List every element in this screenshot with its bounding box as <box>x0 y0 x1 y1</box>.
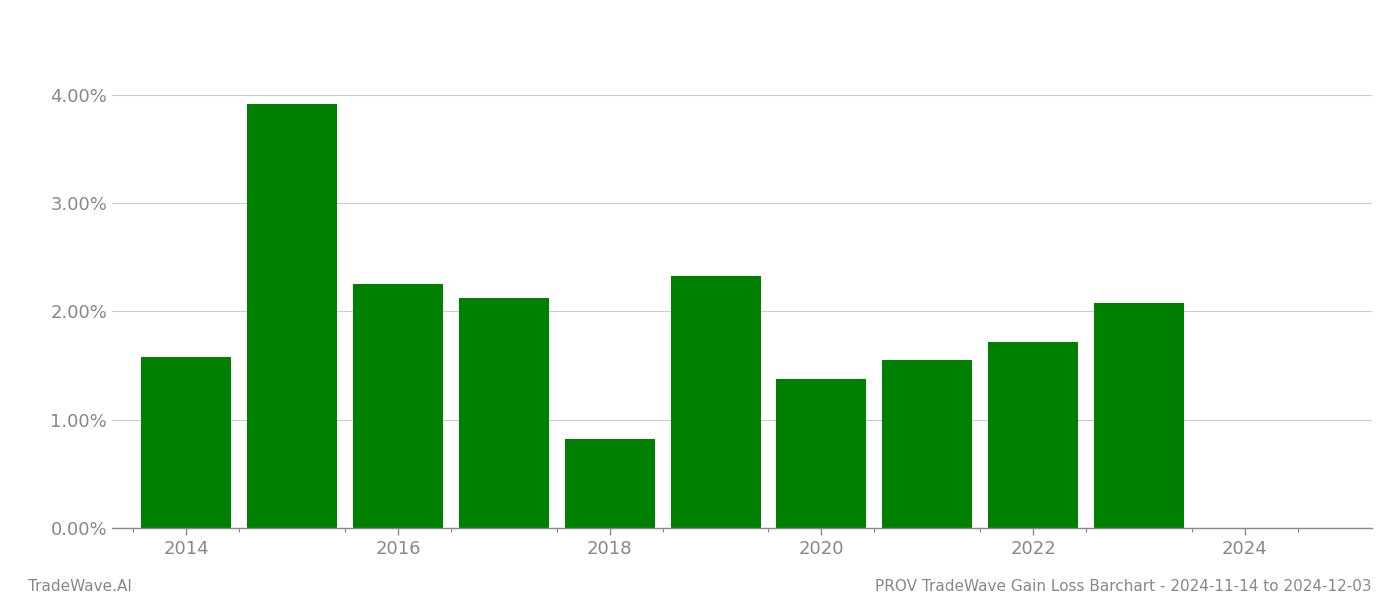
Bar <box>459 298 549 528</box>
Bar <box>246 104 337 528</box>
Bar <box>777 379 867 528</box>
Bar <box>564 439 655 528</box>
Bar <box>882 360 972 528</box>
Bar <box>141 357 231 528</box>
Bar <box>353 284 442 528</box>
Text: PROV TradeWave Gain Loss Barchart - 2024-11-14 to 2024-12-03: PROV TradeWave Gain Loss Barchart - 2024… <box>875 579 1372 594</box>
Text: TradeWave.AI: TradeWave.AI <box>28 579 132 594</box>
Bar <box>671 276 760 528</box>
Bar <box>988 342 1078 528</box>
Bar <box>1093 303 1184 528</box>
